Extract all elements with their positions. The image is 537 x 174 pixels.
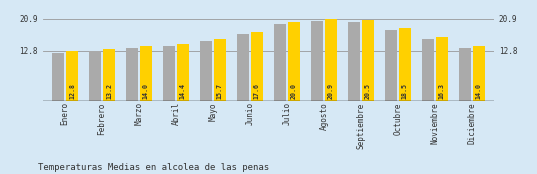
- Text: 20.5: 20.5: [365, 83, 371, 99]
- Text: 13.2: 13.2: [106, 83, 112, 99]
- Bar: [237, 34, 249, 101]
- Bar: [385, 30, 397, 101]
- Text: 16.3: 16.3: [439, 83, 445, 99]
- Bar: [311, 21, 323, 101]
- Bar: [66, 51, 78, 101]
- Text: 14.0: 14.0: [476, 83, 482, 99]
- Text: 20.0: 20.0: [291, 83, 297, 99]
- Bar: [399, 28, 411, 101]
- Bar: [325, 19, 337, 101]
- Bar: [103, 49, 115, 101]
- Bar: [177, 44, 189, 101]
- Bar: [251, 32, 263, 101]
- Text: 20.9: 20.9: [328, 83, 334, 99]
- Bar: [200, 41, 212, 101]
- Text: 15.7: 15.7: [217, 83, 223, 99]
- Bar: [53, 53, 64, 101]
- Bar: [473, 46, 484, 101]
- Bar: [274, 24, 286, 101]
- Bar: [348, 22, 360, 101]
- Text: Temperaturas Medias en alcolea de las penas: Temperaturas Medias en alcolea de las pe…: [38, 163, 268, 172]
- Bar: [436, 37, 448, 101]
- Bar: [89, 51, 101, 101]
- Text: 14.0: 14.0: [143, 83, 149, 99]
- Bar: [140, 46, 152, 101]
- Bar: [163, 46, 175, 101]
- Bar: [362, 21, 374, 101]
- Text: 12.8: 12.8: [69, 83, 75, 99]
- Text: 17.6: 17.6: [254, 83, 260, 99]
- Bar: [422, 39, 434, 101]
- Bar: [126, 48, 138, 101]
- Bar: [288, 22, 300, 101]
- Text: 18.5: 18.5: [402, 83, 408, 99]
- Bar: [214, 39, 226, 101]
- Text: 14.4: 14.4: [180, 83, 186, 99]
- Bar: [459, 48, 471, 101]
